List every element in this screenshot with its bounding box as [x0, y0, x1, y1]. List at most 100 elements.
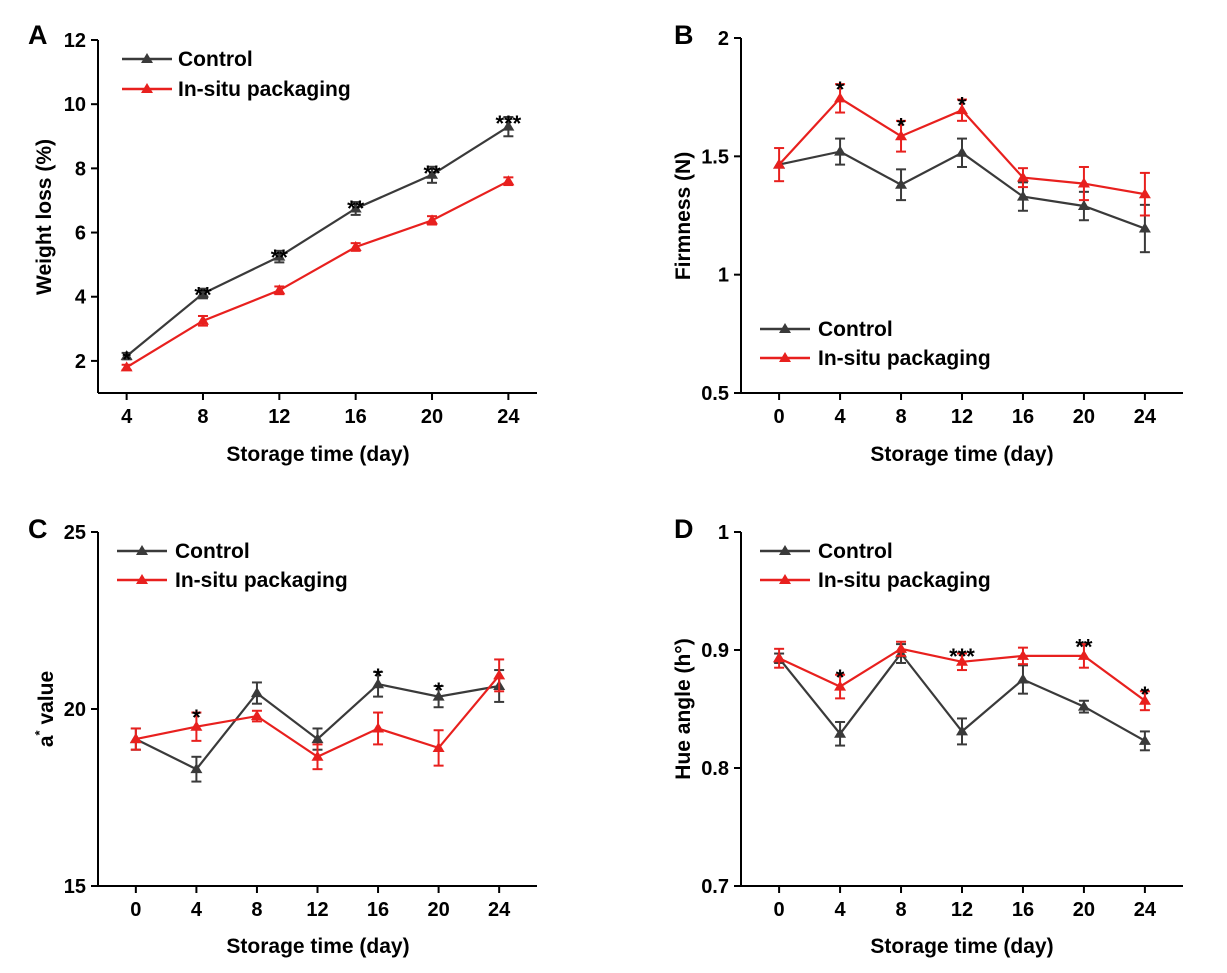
panel-b-point-insitu [1138, 188, 1151, 199]
panel-c-significance-mark: * [374, 664, 383, 689]
panel-b-y-tick-label: 0.5 [701, 383, 729, 405]
panel-d-x-tick-label: 24 [1134, 899, 1157, 921]
panel-a-legend-marker-insitu [141, 83, 153, 93]
panel-label-d: D [674, 514, 694, 544]
panel-a-point-control [120, 350, 133, 361]
panel-a-line-control [125, 125, 509, 357]
panel-b-y-tick-label: 1.5 [701, 146, 729, 168]
panel-a-legend: Control In-situ packaging [122, 48, 351, 101]
panel-a-y-tick-label: 4 [75, 287, 87, 309]
panel-b-point-insitu [895, 130, 908, 141]
panel-d-significance-mark: * [1141, 682, 1150, 707]
panel-d-x-tick-label: 0 [774, 899, 785, 921]
panel-a-x-title: Storage time (day) [226, 443, 409, 466]
panel-c-y-tick-label: 15 [64, 876, 86, 898]
panel-d-point-insitu [773, 652, 786, 663]
panel-c-x-tick-label: 8 [251, 899, 262, 921]
panel-a-point-control [502, 120, 515, 131]
panel-c-point-control [190, 763, 203, 774]
panel-a-significance-mark: ** [271, 245, 289, 270]
panel-a-significance-mark: ** [423, 161, 441, 186]
panel-a-point-insitu [273, 284, 286, 295]
panel-a-point-insitu [120, 361, 133, 372]
panel-a-significance-mark: ** [194, 283, 212, 308]
panel-b-series [773, 83, 1151, 254]
panel-d-x-tick-label: 8 [895, 899, 906, 921]
panel-a-series [120, 116, 515, 372]
panel-b-x-ticks: 0 4 8 12 16 20 24 [774, 393, 1157, 428]
panel-b-significance: * * * [836, 77, 967, 139]
panel-d-y-tick-label: 0.7 [701, 876, 729, 898]
panel-a-x-tick-label: 4 [121, 406, 133, 428]
panel-c-significance: * * * [192, 664, 443, 730]
panel-b-point-insitu [1016, 171, 1029, 182]
panel-c-point-insitu [493, 669, 506, 680]
panel-b-x-tick-label: 24 [1134, 406, 1157, 428]
panel-c-point-insitu [129, 733, 142, 744]
panel-a-significance-mark: *** [496, 111, 522, 136]
panel-c-y-tick-label: 25 [64, 522, 86, 544]
panel-b-x-tick-label: 20 [1073, 406, 1095, 428]
panel-d-point-insitu [1138, 694, 1151, 705]
panel-b-point-control [1138, 222, 1151, 233]
panel-d-legend-label-control: Control [818, 540, 893, 563]
panel-b-legend-marker-control [779, 323, 791, 333]
panel-b-legend: Control In-situ packaging [760, 318, 991, 370]
panel-d-point-insitu [1077, 649, 1090, 660]
panel-c-point-insitu [190, 720, 203, 731]
panel-d-significance: **** *** [836, 635, 1150, 707]
panel-d-significance-mark: ** [1075, 635, 1093, 660]
panel-b-y-tick-label: 2 [718, 28, 729, 50]
panel-d-series [773, 640, 1151, 752]
panel-b-x-tick-label: 4 [835, 406, 847, 428]
panel-b-point-control [1016, 190, 1029, 201]
panel-d-x-tick-label: 20 [1073, 899, 1095, 921]
panel-b-point-insitu [773, 158, 786, 169]
panel-d-point-control [1077, 700, 1090, 711]
panel-b-point-insitu [834, 92, 847, 103]
panel-b-x-tick-label: 0 [774, 406, 785, 428]
panel-b-point-control [895, 178, 908, 189]
panel-label-a: A [28, 20, 48, 50]
panel-label-b: B [674, 20, 694, 50]
panel-a-y-ticks: 2 4 6 8 10 12 [64, 30, 98, 373]
panel-c-y-tick-label: 20 [64, 699, 86, 721]
panel-c-point-insitu [250, 710, 263, 721]
panel-a-y-tick-label: 12 [64, 30, 86, 52]
panel-c-x-ticks: 0 4 8 12 16 20 24 [130, 886, 511, 921]
panel-c-significance-mark: * [434, 678, 443, 703]
panel-a-point-control [426, 168, 439, 179]
panel-c-legend-label-control: Control [175, 540, 250, 563]
panel-b-x-tick-label: 12 [951, 406, 973, 428]
panel-a-point-insitu [349, 240, 362, 251]
panel-c-x-tick-label: 20 [427, 899, 449, 921]
panel-a-point-control [196, 287, 209, 298]
panel-a-legend-label-insitu: In-situ packaging [178, 78, 351, 101]
panel-a-point-control [273, 250, 286, 261]
panel-a-x-tick-label: 16 [345, 406, 367, 428]
panel-a-y-title: Weight loss (%) [33, 139, 56, 295]
panel-d-y-title: Hue angle (h°) [672, 638, 695, 779]
panel-d-x-ticks: 0 4 8 12 16 20 24 [774, 886, 1157, 921]
panel-b-significance-mark: * [836, 77, 845, 102]
panel-c-y-title: a* value [32, 671, 58, 747]
panel-d-x-tick-label: 16 [1012, 899, 1034, 921]
panel-d-point-control [1016, 673, 1029, 684]
panel-d-point-insitu [956, 655, 968, 666]
panel-b-point-control [834, 145, 847, 156]
panel-a-line-insitu [126, 180, 509, 369]
panel-a-significance: ************ [122, 111, 521, 372]
panel-b-y-ticks: 0.5 1 1.5 2 [701, 28, 741, 405]
panel-c-x-title: Storage time (day) [226, 935, 409, 958]
panel-a-legend-label-control: Control [178, 48, 253, 71]
panel-b-point-insitu [1077, 177, 1090, 188]
panel-b-y-tick-label: 1 [718, 265, 729, 287]
panel-a-legend-marker-control [141, 53, 153, 63]
panel-d-y-ticks: 0.7 0.8 0.9 1 [701, 522, 741, 898]
panel-c-x-tick-label: 4 [191, 899, 203, 921]
panel-c-significance-mark: * [192, 705, 201, 730]
panel-a-point-insitu [502, 175, 515, 186]
panel-a-significance-mark: * [122, 347, 131, 372]
panel-b-point-control [1077, 200, 1090, 211]
